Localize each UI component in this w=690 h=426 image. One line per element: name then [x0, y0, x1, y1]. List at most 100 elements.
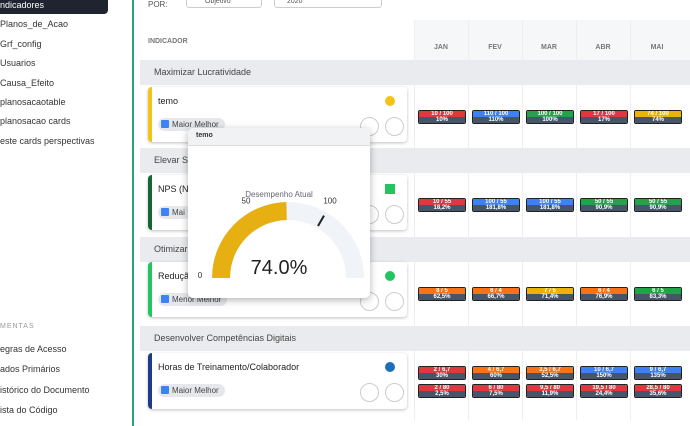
cell-ratio: 6 / 80: [473, 385, 519, 391]
column-header: MAR: [541, 44, 557, 51]
sidebar-item[interactable]: Grf_config: [0, 39, 42, 49]
sidebar-item[interactable]: egras de Acesso: [0, 344, 67, 354]
badge: Mai: [158, 206, 191, 219]
cell-ratio: 74 / 100: [635, 111, 681, 117]
column-header: INDICADOR: [148, 38, 188, 45]
cell-percent: 181,8%: [527, 205, 573, 211]
cell-percent: 100%: [527, 117, 573, 123]
select[interactable]: Objetivo: [186, 0, 262, 8]
progress-cell: 100 / 100 100%: [526, 110, 574, 124]
cell-ratio: 110 / 100: [473, 111, 519, 117]
group-title: Elevar Sa: [154, 155, 194, 165]
cell-percent: 71,4%: [527, 294, 573, 300]
cell-percent: 11,9%: [527, 391, 573, 397]
progress-cell: 17 / 100 17%: [580, 110, 628, 124]
cell-percent: 10%: [419, 117, 465, 123]
cell-ratio: 2 / 80: [419, 385, 465, 391]
cell-percent: 150%: [581, 373, 627, 379]
progress-cell: 6 / 4 66,7%: [472, 287, 520, 301]
cell-ratio: 10 / 6,7: [581, 367, 627, 373]
badge: Maior Melhor: [158, 384, 225, 397]
grid-button[interactable]: [385, 117, 404, 136]
badge-text: Mai: [172, 208, 185, 217]
cell-ratio: 10 / 100: [419, 111, 465, 117]
indicator-name: Reduçã: [158, 271, 190, 281]
sidebar-section: MENTAS: [0, 323, 35, 330]
cell-percent: 35,6%: [635, 391, 681, 397]
grid-button[interactable]: [385, 205, 404, 224]
sidebar-item[interactable]: ista do Código: [0, 405, 58, 415]
sidebar-item[interactable]: Causa_Efeito: [0, 78, 55, 88]
progress-cell: 9 / 6,7 135%: [634, 366, 682, 380]
cell-percent: 90,9%: [635, 205, 681, 211]
sidebar-item[interactable]: Usuarios: [0, 58, 36, 68]
sidebar-item[interactable]: istórico do Documento: [0, 385, 90, 395]
cell-ratio: 50 / 55: [581, 199, 627, 205]
badge-text: Menor Melhor: [172, 295, 222, 304]
cell-percent: 2,5%: [419, 391, 465, 397]
sidebar-item[interactable]: planosacao cards: [0, 116, 71, 126]
gauge: 05010015074.0%: [198, 196, 364, 280]
progress-cell: 10 / 100 10%: [418, 110, 466, 124]
progress-cell: 7 / 5 71,4%: [526, 287, 574, 301]
grid-button[interactable]: [385, 383, 404, 402]
chart-button[interactable]: [360, 383, 379, 402]
column-divider: [522, 20, 523, 420]
cell-percent: 7,5%: [473, 391, 519, 397]
column-header: MAI: [650, 44, 664, 51]
filter-label: POR:: [148, 0, 168, 9]
popup-title: temo: [196, 132, 213, 139]
group-header: [140, 60, 690, 85]
progress-cell: 10 / 55 18,2%: [418, 198, 466, 212]
gauge-target: [317, 215, 325, 227]
gauge-fill: [212, 202, 287, 278]
column-header: JAN: [433, 44, 448, 51]
cell-ratio: 100 / 55: [527, 199, 573, 205]
sidebar-item[interactable]: este cards perspectivas: [0, 136, 95, 146]
active-item-bg: [0, 0, 108, 14]
progress-cell: 3,5 / 6,7 52,5%: [526, 366, 574, 380]
cell-ratio: 7 / 5: [527, 288, 573, 294]
status-indicator: [385, 96, 395, 106]
status-indicator: [385, 271, 395, 281]
column-header: ABR: [595, 44, 611, 51]
indicator-name: Horas de Treinamento/Colaborador: [158, 362, 300, 372]
cell-percent: 135%: [635, 373, 681, 379]
indicator-name: temo: [158, 96, 179, 106]
cell-percent: 62,5%: [419, 294, 465, 300]
group-title: Maximizar Lucratividade: [154, 67, 252, 77]
sidebar-item[interactable]: Planos_de_Acao: [0, 19, 69, 29]
grid-button[interactable]: [385, 292, 404, 311]
progress-cell: 110 / 100 110%: [472, 110, 520, 124]
group-title: Desenvolver Competências Digitais: [154, 333, 297, 343]
progress-cell: 2 / 6,7 30%: [418, 366, 466, 380]
cell-percent: 76,9%: [581, 294, 627, 300]
sidebar-item[interactable]: planosacaotable: [0, 97, 66, 107]
cell-ratio: 6 / 4: [581, 288, 627, 294]
cell-percent: 83,3%: [635, 294, 681, 300]
progress-cell: 28,5 / 80 35,6%: [634, 384, 682, 398]
cell-percent: 18,2%: [419, 205, 465, 211]
table-header-months-bg: [414, 20, 690, 60]
progress-cell: 4 / 6,7 60%: [472, 366, 520, 380]
progress-cell: 74 / 100 74%: [634, 110, 682, 124]
progress-cell: 19,5 / 80 24,4%: [580, 384, 628, 398]
sidebar-item[interactable]: ados Primários: [0, 364, 61, 374]
badge: Maior Melhor: [158, 118, 225, 131]
status-indicator: [385, 184, 395, 194]
gauge-tick-label: 100: [323, 196, 337, 205]
cell-ratio: 19,5 / 80: [581, 385, 627, 391]
cell-ratio: 100 / 55: [473, 199, 519, 205]
cell-ratio: 8 / 5: [419, 288, 465, 294]
column-divider: [468, 20, 469, 420]
cell-ratio: 9 / 6,7: [635, 367, 681, 373]
select[interactable]: 2020: [274, 0, 382, 8]
progress-cell: 10 / 6,7 150%: [580, 366, 628, 380]
indicator-name: NPS (Ne: [158, 184, 194, 194]
cell-ratio: 9,5 / 80: [527, 385, 573, 391]
cell-ratio: 6 / 4: [473, 288, 519, 294]
progress-cell: 6 / 80 7,5%: [472, 384, 520, 398]
cell-ratio: 17 / 100: [581, 111, 627, 117]
group-header: [140, 326, 690, 351]
sidebar-item[interactable]: ndicadores: [0, 0, 45, 10]
